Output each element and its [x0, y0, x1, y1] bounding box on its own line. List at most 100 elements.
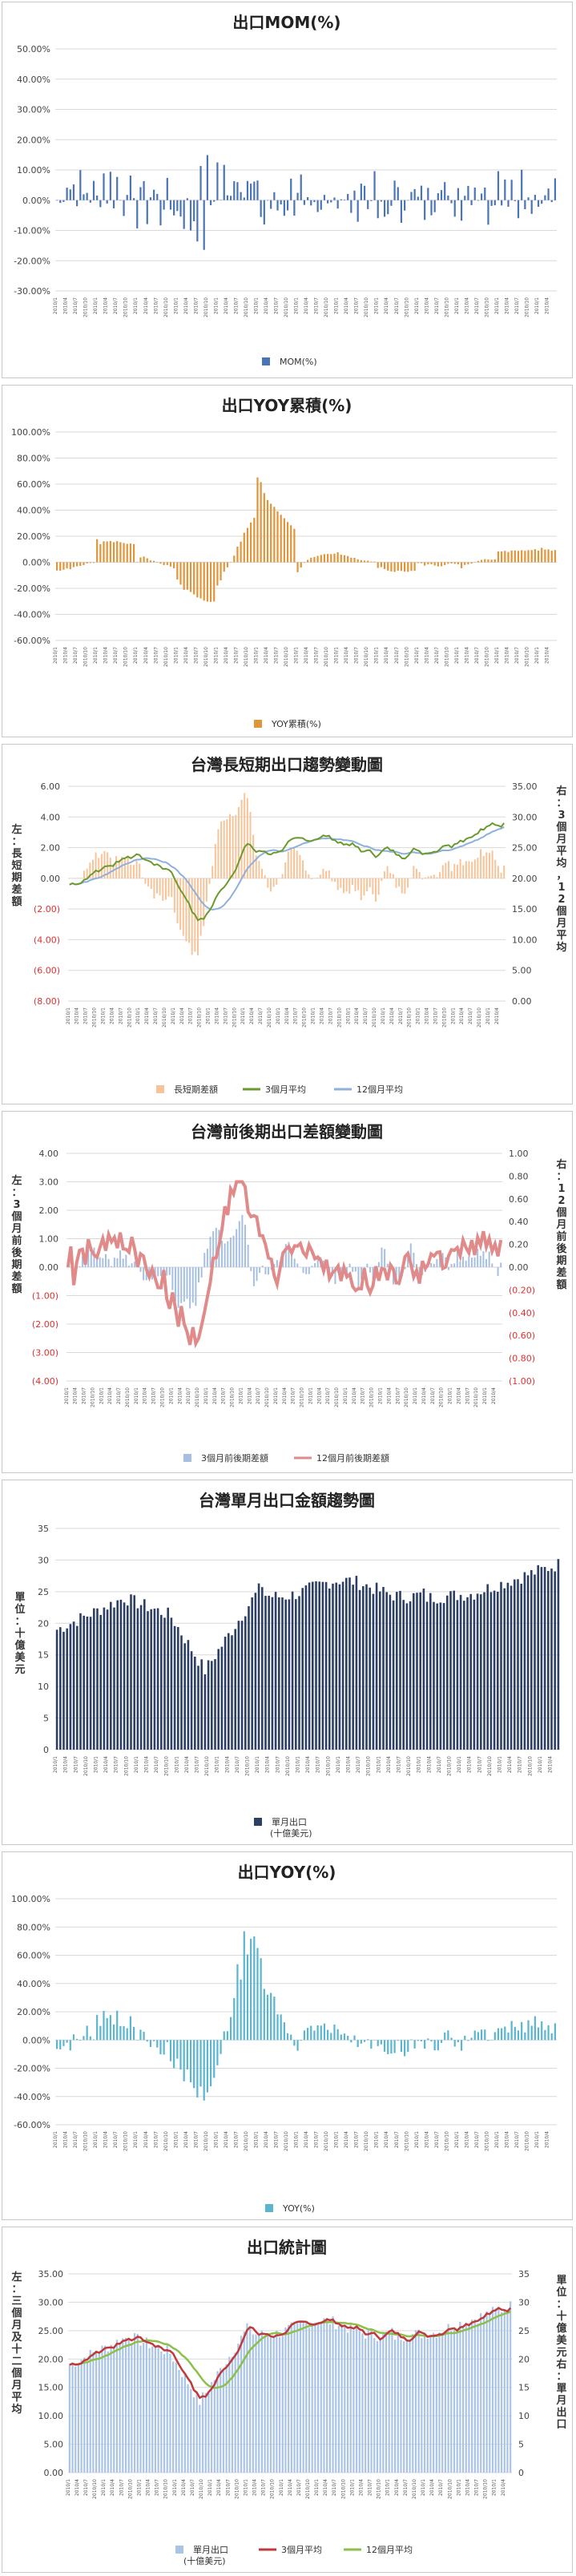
x-tick-label: 2010/1 — [273, 1387, 279, 1404]
bar — [160, 1614, 163, 1750]
bar — [363, 878, 365, 896]
bar — [127, 1605, 129, 1750]
x-tick-label: 2010/10 — [163, 2131, 169, 2151]
bar — [380, 2040, 382, 2045]
bar — [276, 1260, 278, 1267]
bar — [96, 1258, 99, 1267]
y-tick-label-right: 0.00 — [512, 996, 532, 1007]
bar — [293, 528, 296, 563]
bar — [256, 180, 259, 200]
bar — [290, 2322, 292, 2473]
bar — [76, 562, 79, 567]
bar — [402, 1600, 405, 1750]
x-tick-label: 2010/4 — [264, 297, 269, 314]
bar — [383, 562, 386, 570]
bar — [350, 557, 352, 563]
bar — [464, 196, 466, 200]
bar — [233, 1997, 236, 2041]
bar — [106, 541, 108, 563]
bar — [89, 862, 91, 878]
bar — [127, 2340, 130, 2473]
bar — [424, 200, 426, 220]
x-tick-label: 2010/1 — [243, 2479, 248, 2496]
bar — [296, 850, 298, 878]
bar — [261, 1587, 264, 1750]
bar — [183, 200, 185, 229]
bar — [264, 875, 266, 878]
bar — [127, 856, 129, 878]
bar — [200, 1267, 203, 1278]
x-tick-label: 2010/1 — [334, 2131, 340, 2148]
x-tick-label: 2010/10 — [244, 2131, 249, 2151]
x-tick-label: 2010/1 — [279, 2479, 284, 2496]
y-tick-label-right: 10.00 — [512, 935, 538, 945]
bar — [379, 1591, 381, 1750]
bar — [497, 2308, 500, 2473]
x-tick-label: 2010/1 — [53, 647, 58, 664]
bar — [180, 1635, 183, 1750]
bar — [328, 1588, 331, 1750]
legend-swatch — [254, 1818, 262, 1826]
bar — [440, 562, 443, 567]
x-tick-label: 2010/7 — [73, 647, 79, 664]
bar — [272, 2337, 275, 2473]
bar — [453, 1590, 455, 1750]
bar — [470, 200, 473, 205]
bar — [504, 2026, 506, 2041]
bar — [230, 196, 232, 200]
bar — [264, 1596, 267, 1750]
x-tick-label: 2010/1 — [485, 1007, 491, 1024]
bar — [240, 541, 242, 563]
bar — [459, 858, 461, 878]
bar — [557, 1559, 560, 1750]
bar — [497, 1267, 499, 1277]
x-tick-label: 2010/10 — [302, 1007, 308, 1028]
bar — [422, 1588, 425, 1750]
legend-swatch — [183, 1454, 191, 1462]
bar — [249, 2326, 252, 2473]
x-tick-label: 2010/10 — [336, 1007, 342, 1028]
bar — [99, 200, 102, 208]
bar — [175, 2362, 177, 2473]
bar — [504, 179, 506, 200]
bar — [490, 2040, 493, 2041]
bar — [356, 200, 359, 222]
bar — [433, 562, 436, 566]
bar — [132, 198, 135, 200]
x-tick-label: 2010/4 — [143, 647, 149, 664]
x-tick-label: 2010/10 — [162, 1007, 167, 1028]
x-tick-label: 2010/4 — [110, 2479, 115, 2496]
x-tick-label: 2010/7 — [296, 2479, 302, 2496]
bar — [467, 185, 469, 200]
bar — [395, 1267, 397, 1279]
bar — [457, 2040, 459, 2043]
bar — [430, 1262, 433, 1267]
x-tick-label: 2010/1 — [414, 297, 420, 314]
bar — [514, 550, 516, 563]
bar — [223, 562, 225, 572]
bar — [176, 878, 179, 923]
bar — [310, 2025, 312, 2041]
axis-title: 右： 1 2 個月前後期差額 — [555, 1158, 567, 1291]
x-tick-label: 2010/10 — [406, 1756, 412, 1776]
bar — [246, 2323, 248, 2473]
bar — [365, 1584, 368, 1750]
bar — [333, 553, 336, 563]
bar — [166, 177, 168, 200]
bar — [200, 1659, 203, 1750]
y-tick-label-right: 0.40 — [509, 1217, 529, 1227]
x-tick-label: 2010/4 — [73, 1387, 79, 1404]
bar — [457, 188, 459, 200]
x-tick-label: 2010/10 — [127, 2479, 133, 2499]
bar — [534, 549, 536, 563]
bar — [222, 2369, 224, 2473]
bar — [521, 2021, 523, 2041]
legend-swatch — [265, 2204, 273, 2212]
bar — [115, 2340, 119, 2473]
x-tick-label: 2010/7 — [113, 647, 119, 664]
bar — [348, 1577, 351, 1750]
bar — [514, 200, 516, 201]
bar — [164, 878, 167, 900]
bar — [116, 176, 119, 200]
bar — [211, 1661, 213, 1750]
